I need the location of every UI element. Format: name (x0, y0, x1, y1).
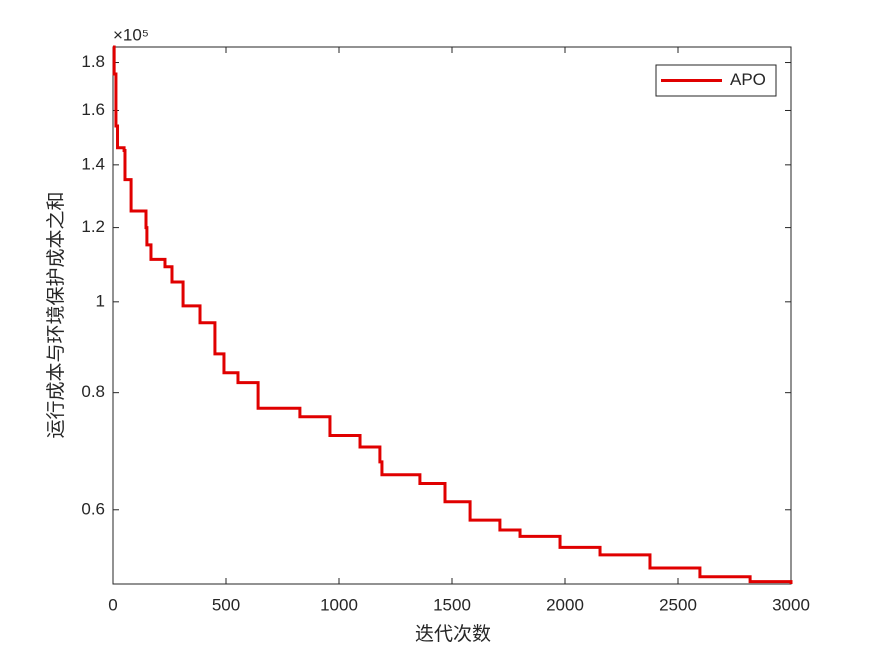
y-tick-label: 1.4 (81, 154, 105, 173)
plot-area (112, 46, 792, 585)
y-axis-label: 运行成本与环境保护成本之和 (45, 191, 67, 438)
y-tick-label: 1.6 (81, 100, 105, 119)
x-tick-label: 1000 (320, 595, 358, 614)
x-tick-label: 0 (108, 595, 117, 614)
legend-label: APO (730, 70, 766, 89)
y-multiplier: ×10⁵ (113, 25, 149, 44)
x-tick-label: 500 (212, 595, 240, 614)
x-axis-label: 迭代次数 (415, 623, 491, 645)
x-tick-label: 1500 (433, 595, 471, 614)
y-tick-label: 1.8 (81, 52, 105, 71)
x-tick-label: 3000 (772, 595, 810, 614)
x-tick-label: 2500 (659, 595, 697, 614)
y-tick-label: 1 (96, 291, 105, 310)
y-tick-label: 1.2 (81, 217, 105, 236)
y-tick-label: 0.6 (81, 499, 105, 518)
x-tick-label: 2000 (546, 595, 584, 614)
data-line (112, 45, 793, 584)
y-tick-label: 0.8 (81, 382, 105, 401)
